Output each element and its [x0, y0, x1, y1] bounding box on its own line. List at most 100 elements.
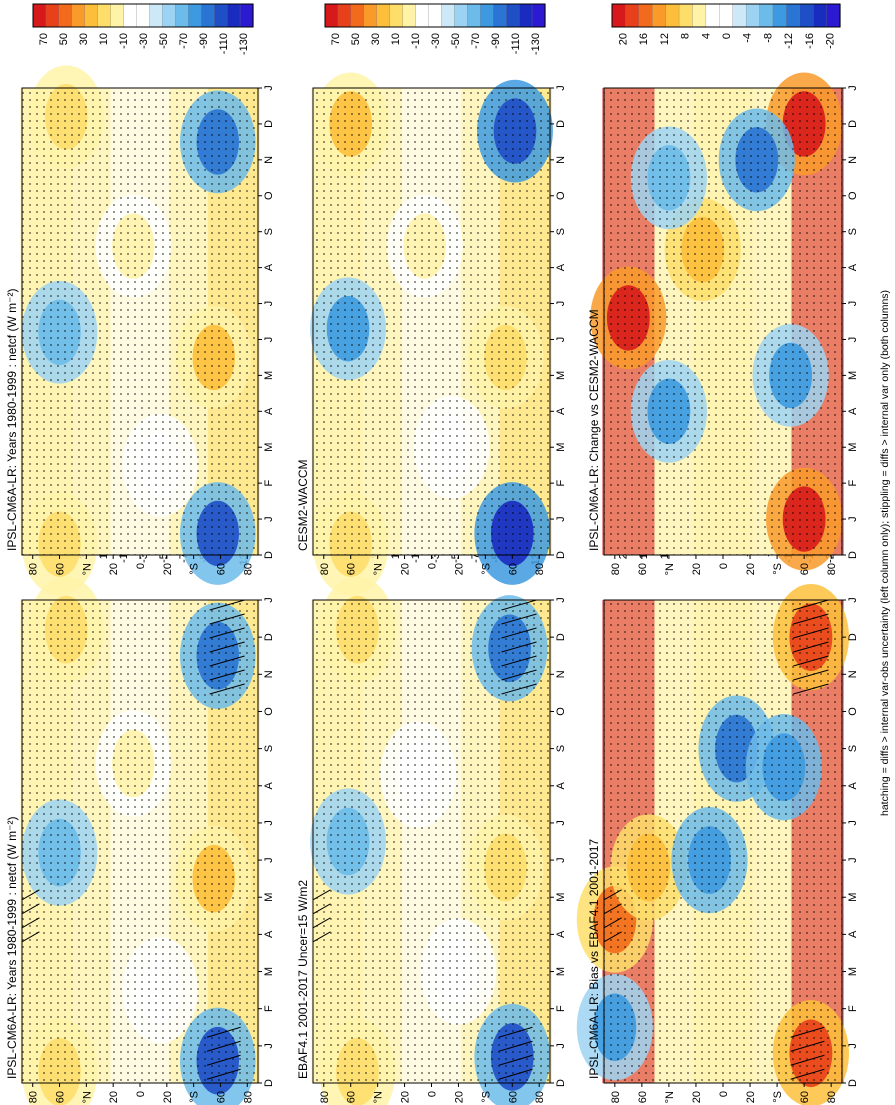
month-tick-label: S	[847, 745, 859, 752]
colorbar-label: -30	[138, 33, 150, 49]
colorbar-label: 50	[350, 33, 362, 45]
lat-tick-label: 60	[799, 563, 811, 575]
colorbar-swatch	[813, 3, 828, 28]
colorbar-label: -110	[218, 33, 230, 54]
panel-title: EBAF4.1 2001-2017 Uncer=15 W/m2	[296, 880, 310, 1079]
colorbar-label: 0	[721, 33, 733, 39]
month-tick-label: J	[847, 597, 859, 603]
colorbar-swatch	[324, 3, 339, 28]
month-tick-label: J	[263, 857, 275, 863]
lat-tick-label: °S	[772, 563, 784, 575]
colorbar-swatch	[110, 3, 125, 28]
month-tick-label: D	[847, 120, 859, 128]
month-tick-label: M	[555, 967, 567, 976]
month-tick-label: D	[263, 551, 275, 559]
month-tick-label: M	[847, 443, 859, 452]
month-tick-label: S	[263, 745, 275, 752]
month-tick-label: D	[263, 120, 275, 128]
colorbar-swatch	[692, 3, 707, 28]
month-tick-label: A	[555, 407, 567, 415]
colorbar-label: -70	[470, 33, 482, 49]
month-tick-label: O	[555, 191, 567, 200]
hatch-line	[603, 903, 622, 915]
month-tick-label: S	[555, 745, 567, 752]
month-tick-label: O	[847, 707, 859, 716]
figure-footnote: hatching = diffs > internal var-obs unce…	[879, 290, 891, 816]
colorbar-swatch	[136, 3, 151, 28]
stippling	[313, 600, 550, 1083]
colorbar-swatch	[638, 3, 653, 28]
colorbar-swatch	[518, 3, 533, 28]
colorbar-label: 70	[330, 33, 342, 45]
lat-tick-label: 20	[745, 1091, 757, 1103]
hatch-line	[209, 599, 245, 611]
month-tick-label: F	[263, 480, 275, 487]
lat-tick-label: 80	[28, 1091, 40, 1103]
colorbar-label: -70	[178, 33, 190, 49]
colorbar-label: -90	[198, 33, 210, 49]
hatch-line	[209, 655, 245, 667]
lat-tick-label: 80	[826, 1091, 838, 1103]
hatch-line	[501, 627, 537, 639]
month-tick-label: A	[847, 263, 859, 271]
hatch-line	[501, 641, 537, 653]
hatch-line	[21, 903, 40, 915]
lat-tick-label: 80	[28, 563, 40, 575]
hatch-line	[209, 641, 245, 653]
colorbar-label: -130	[238, 33, 250, 55]
hatch-line	[790, 1068, 825, 1080]
hatch-line	[501, 613, 537, 625]
lat-tick-label: °N	[664, 1091, 676, 1103]
colorbar-label: -110	[510, 33, 522, 54]
colorbar-swatch	[454, 3, 469, 28]
colorbar-swatch	[467, 3, 481, 28]
colorbar-label: -12	[783, 33, 795, 49]
colorbar-swatch	[786, 3, 801, 28]
month-tick-label: N	[263, 156, 275, 164]
hatch-line	[209, 627, 245, 639]
month-tick-label: J	[555, 857, 567, 863]
month-tick-label: S	[847, 228, 859, 235]
hatch-line	[312, 889, 331, 901]
colorbar-swatch	[772, 3, 788, 28]
colorbar-label: 20	[617, 33, 629, 45]
colorbar-label: -90	[490, 33, 502, 49]
colorbar-swatch	[376, 3, 391, 28]
month-tick-label: D	[555, 120, 567, 128]
colorbar-swatch	[123, 3, 138, 28]
month-tick-label: M	[555, 893, 567, 902]
colorbar-swatch	[611, 3, 627, 28]
colorbar-swatch	[45, 3, 60, 28]
lat-tick-label: 60	[507, 1091, 519, 1103]
colorbar-swatch	[162, 3, 177, 28]
lat-tick-label: 20	[162, 563, 174, 575]
colorbar-swatch	[665, 3, 680, 28]
lat-tick-label: 20	[162, 1091, 174, 1103]
colorbar-swatch	[363, 3, 378, 28]
hatch-line	[603, 931, 622, 943]
colorbar-swatch	[441, 3, 456, 28]
colorbar-label: 70	[38, 33, 50, 45]
colorbar-swatch	[58, 3, 73, 28]
panel-title: IPSL-CM6A-LR: Years 1980-1999 : netcf (W…	[5, 289, 19, 551]
hatch-line	[312, 903, 331, 915]
month-tick-label: N	[263, 670, 275, 678]
month-tick-label: A	[847, 781, 859, 789]
hatch-line	[501, 669, 537, 681]
lat-tick-label: 0	[427, 563, 439, 569]
panel-2: 80 60 °N 20 0 20 °S 60 80 D J F M A M J J A S O N D J IPSL-CM6A…	[5, 3, 275, 596]
lat-tick-label: °S	[772, 1091, 784, 1103]
lat-tick-label: 80	[242, 563, 254, 575]
hatch-line	[793, 655, 829, 667]
hatch-line	[21, 917, 40, 929]
colorbar-swatch	[337, 3, 352, 28]
hatch-line	[790, 1026, 825, 1038]
lat-tick-label: 80	[534, 1091, 546, 1103]
lat-tick-label: 80	[319, 1091, 331, 1103]
colorbar-label: -30	[430, 33, 442, 49]
hatch-line	[209, 683, 245, 695]
colorbar-swatch	[506, 3, 520, 28]
colorbar-swatch	[415, 3, 430, 28]
lat-tick-label: 20	[745, 563, 757, 575]
